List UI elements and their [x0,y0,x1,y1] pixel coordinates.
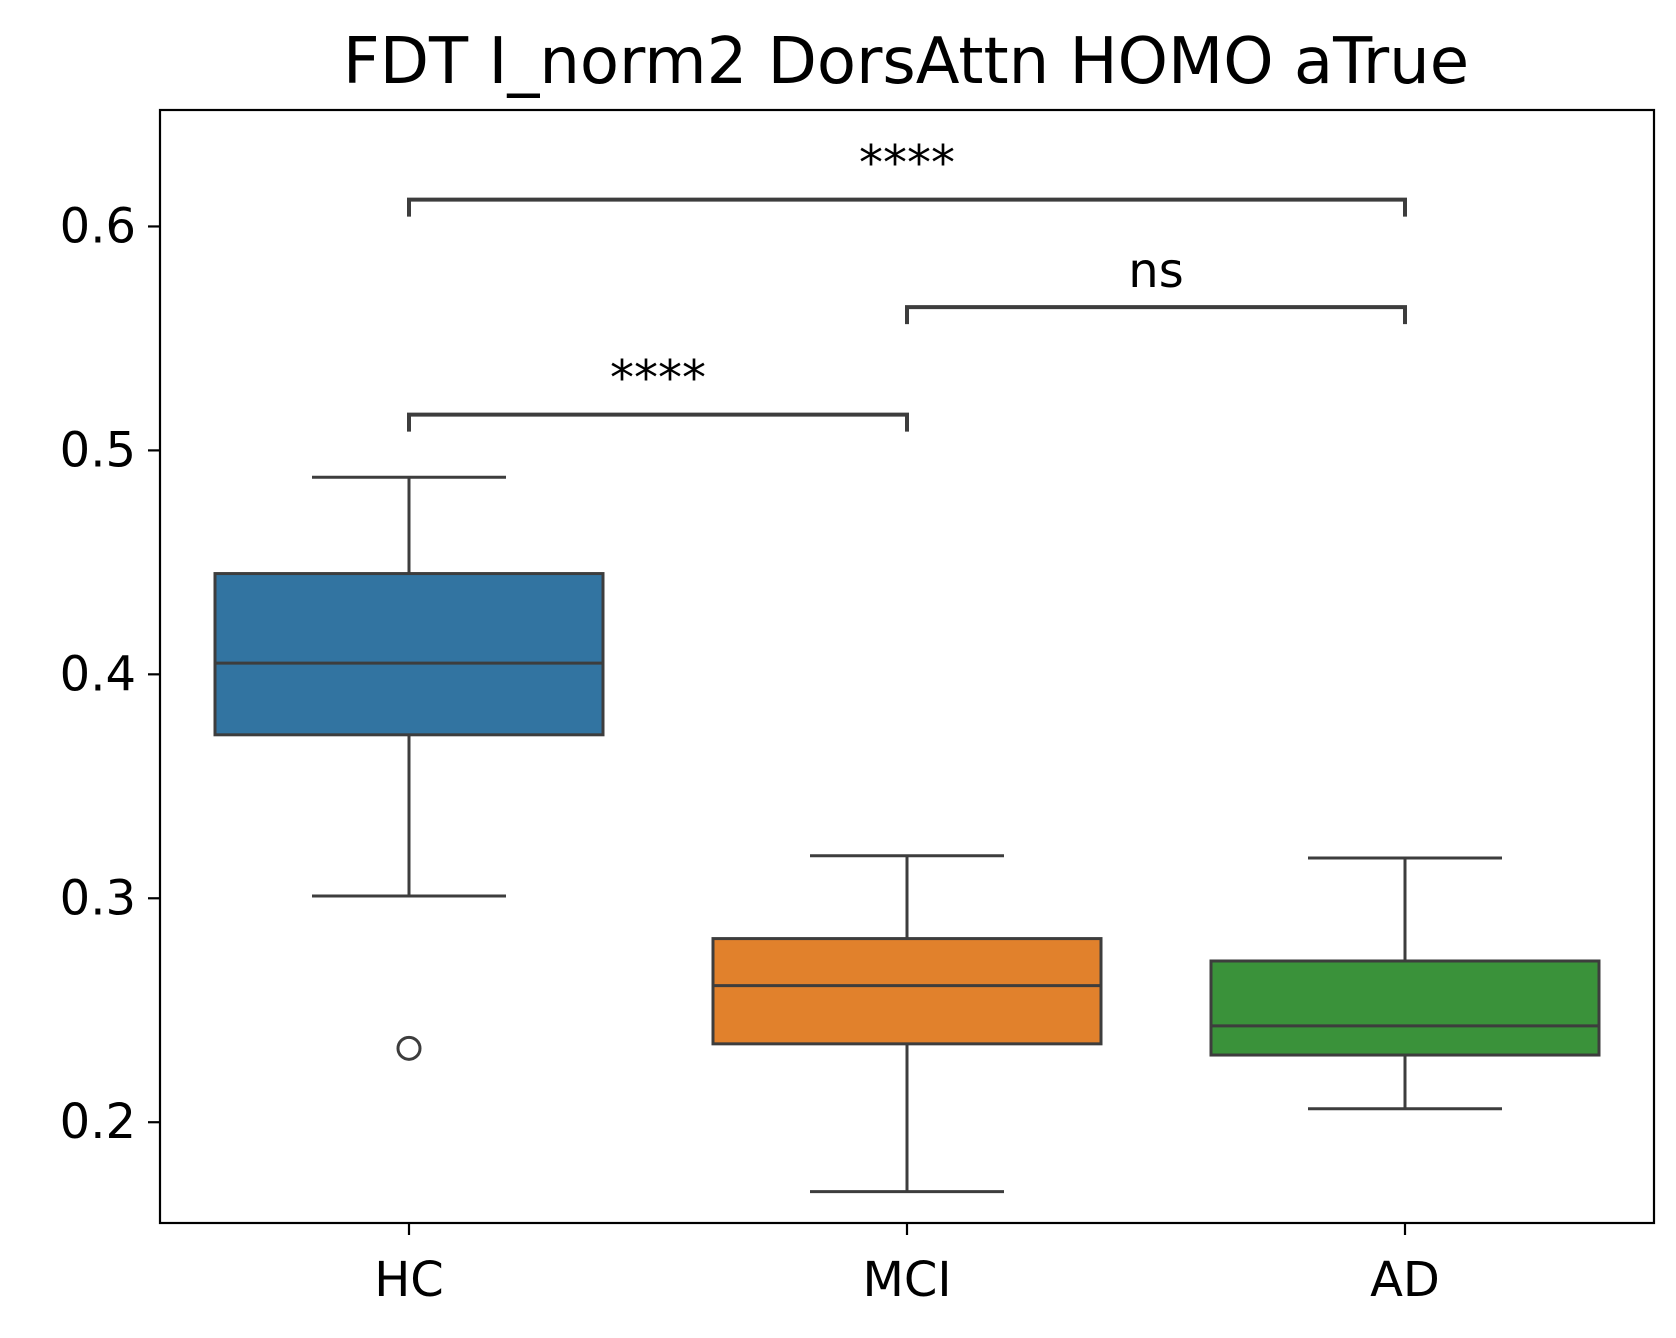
significance-label: **** [859,136,955,192]
y-tick-label: 0.2 [60,1094,136,1150]
y-tick-label: 0.4 [60,646,136,702]
significance-label: **** [610,351,706,407]
y-tick-label: 0.5 [60,422,136,478]
x-tick-label: HC [374,1252,444,1308]
x-tick-label: AD [1370,1252,1440,1308]
box-body [1211,961,1599,1055]
chart-title: FDT I_norm2 DorsAttn HOMO aTrue [343,25,1469,99]
box-body [713,939,1101,1044]
significance-label: ns [1128,243,1183,299]
y-tick-label: 0.6 [60,198,136,254]
x-tick-label: MCI [862,1252,951,1308]
y-tick-label: 0.3 [60,870,136,926]
box-body [215,574,603,735]
